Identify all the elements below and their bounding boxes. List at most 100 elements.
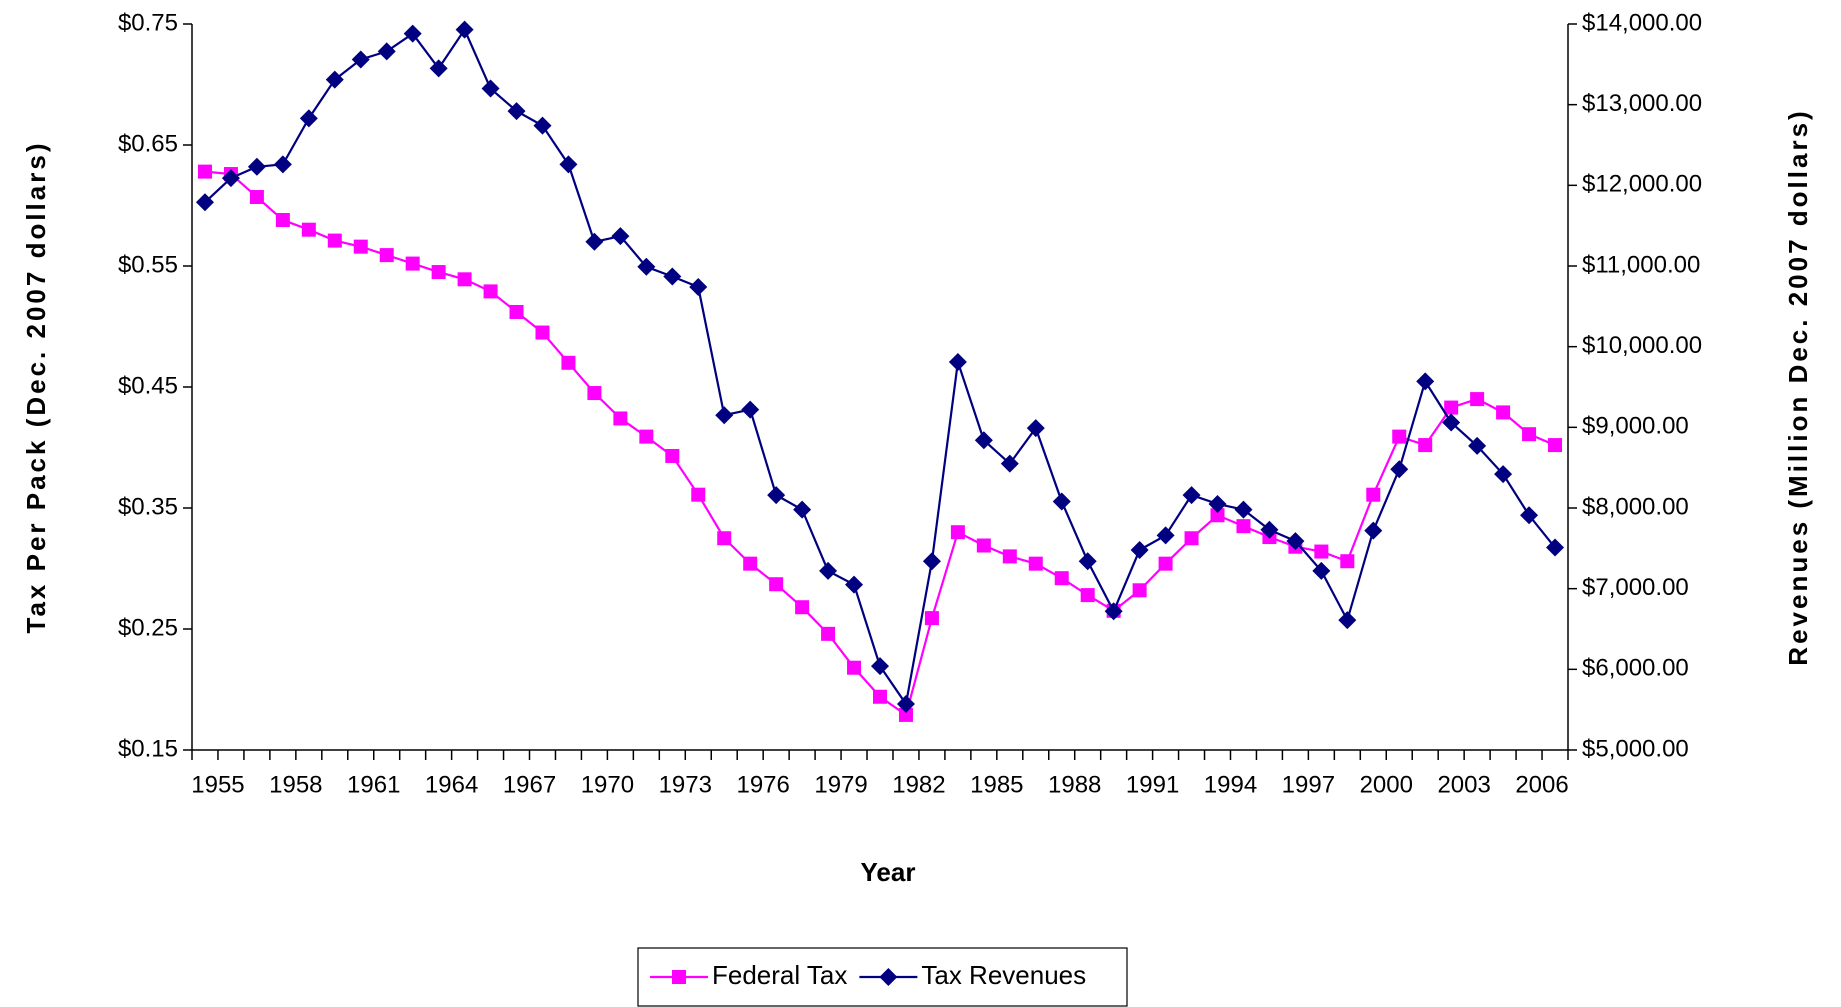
- x-tick-label: 1988: [1048, 771, 1101, 798]
- data-point: [691, 487, 706, 502]
- data-point: [403, 24, 422, 43]
- legend-label: Tax Revenues: [921, 960, 1086, 990]
- data-point: [1366, 487, 1381, 502]
- x-tick-label: 1994: [1204, 771, 1257, 798]
- data-point: [871, 657, 889, 676]
- data-point: [1002, 549, 1017, 564]
- data-point: [587, 386, 602, 401]
- data-point: [535, 325, 550, 340]
- data-point: [1312, 561, 1331, 580]
- y-tick-label: $0.75: [118, 9, 178, 36]
- data-point: [689, 277, 708, 296]
- data-point: [1156, 526, 1175, 545]
- legend-label: Federal Tax: [712, 960, 847, 990]
- data-point: [1364, 521, 1383, 540]
- data-point: [431, 265, 446, 280]
- data-point: [1314, 544, 1329, 559]
- data-point: [249, 190, 264, 205]
- data-point: [1546, 538, 1565, 557]
- data-point: [327, 233, 342, 248]
- data-point: [948, 352, 967, 371]
- y-tick-label: $0.65: [118, 130, 178, 157]
- data-point: [1522, 427, 1537, 442]
- data-point: [1442, 413, 1461, 432]
- data-point: [195, 193, 214, 212]
- data-point: [613, 411, 628, 426]
- legend-marker: [879, 968, 898, 986]
- x-tick-label: 1985: [970, 771, 1023, 798]
- x-tick-label: 1958: [269, 771, 322, 798]
- data-point: [1080, 588, 1095, 603]
- data-point: [299, 109, 318, 128]
- y-tick-label: $0.25: [118, 614, 178, 641]
- y2-tick-label: $6,000.00: [1582, 655, 1689, 682]
- series-line: [204, 27, 1556, 707]
- y2-tick-label: $5,000.00: [1582, 735, 1689, 762]
- y2-tick-label: $10,000.00: [1582, 332, 1702, 359]
- data-point: [924, 611, 939, 626]
- x-tick-label: 1970: [581, 771, 634, 798]
- data-point: [1392, 429, 1407, 444]
- data-point: [1418, 438, 1433, 453]
- data-point: [1158, 556, 1173, 571]
- data-point: [767, 486, 786, 505]
- x-tick-label: 1964: [425, 771, 478, 798]
- data-point: [1416, 372, 1435, 391]
- data-point: [1184, 531, 1199, 546]
- data-point: [1078, 552, 1097, 571]
- x-tick-label: 1976: [736, 771, 789, 798]
- data-point: [429, 59, 448, 78]
- data-point: [483, 284, 498, 299]
- data-point: [845, 575, 864, 594]
- data-point: [896, 695, 915, 714]
- data-point: [1000, 454, 1019, 473]
- data-point: [1104, 602, 1123, 621]
- data-point: [561, 355, 576, 370]
- data-point: [559, 155, 578, 174]
- data-point: [1130, 540, 1149, 559]
- y2-axis-title: Revenues (Million Dec. 2007 dollars): [1783, 108, 1813, 665]
- data-point: [1338, 611, 1357, 630]
- data-point: [847, 660, 862, 675]
- data-point: [507, 102, 526, 121]
- data-point: [1468, 436, 1487, 455]
- y2-tick-label: $9,000.00: [1582, 413, 1689, 440]
- data-point: [533, 116, 552, 135]
- x-tick-label: 1979: [814, 771, 867, 798]
- data-point: [821, 626, 836, 641]
- data-point: [353, 239, 368, 254]
- x-axis-title: Year: [861, 857, 916, 887]
- x-tick-label: 1967: [503, 771, 556, 798]
- data-point: [1496, 405, 1511, 420]
- data-point: [1236, 519, 1251, 534]
- data-point: [974, 431, 993, 450]
- data-point: [611, 227, 630, 246]
- data-point: [1444, 400, 1459, 415]
- data-point: [795, 600, 810, 615]
- data-point: [1340, 554, 1355, 569]
- data-point: [873, 689, 887, 704]
- x-tick-label: 1991: [1126, 771, 1179, 798]
- data-point: [377, 42, 396, 61]
- y2-tick-label: $11,000.00: [1582, 251, 1700, 278]
- data-point: [379, 248, 394, 263]
- data-point: [1028, 556, 1043, 571]
- data-point: [221, 169, 240, 188]
- data-point: [663, 267, 682, 286]
- y-tick-label: $0.55: [118, 251, 178, 278]
- data-point: [1470, 392, 1485, 407]
- data-point: [1520, 506, 1539, 525]
- y-tick-label: $0.15: [118, 735, 178, 762]
- y2-tick-label: $13,000.00: [1582, 90, 1702, 117]
- data-point: [247, 157, 266, 176]
- data-point: [922, 552, 941, 571]
- data-point: [741, 400, 760, 419]
- data-point: [275, 213, 290, 228]
- data-point: [1286, 532, 1305, 551]
- y2-tick-label: $12,000.00: [1582, 171, 1702, 198]
- data-point: [1390, 460, 1409, 479]
- data-point: [1054, 571, 1069, 586]
- data-point: [1494, 465, 1513, 484]
- data-point: [1260, 520, 1279, 539]
- data-point: [639, 429, 654, 444]
